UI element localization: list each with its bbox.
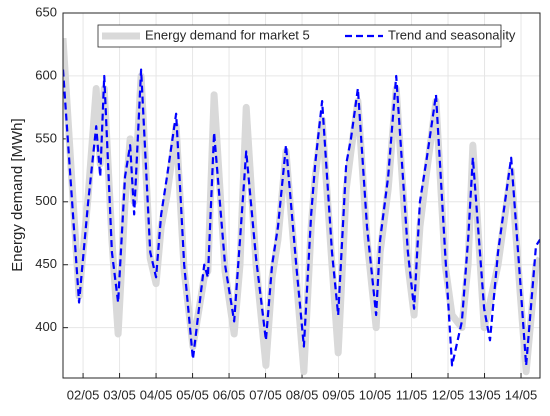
y-axis-label: Energy demand [MWh]	[9, 118, 26, 271]
legend-label: Trend and seasonality	[388, 27, 516, 42]
x-tick-label: 02/05	[67, 387, 100, 402]
legend-box	[97, 24, 502, 48]
y-tick-label: 600	[35, 67, 57, 82]
x-tick-label: 05/05	[176, 387, 209, 402]
plot-frame	[62, 12, 541, 379]
y-tick-label: 550	[35, 130, 57, 145]
y-tick-label: 400	[35, 319, 57, 334]
x-tick-label: 13/05	[468, 387, 501, 402]
y-tick-label: 650	[35, 4, 57, 19]
y-tick-label: 500	[35, 193, 57, 208]
legend-label: Energy demand for market 5	[145, 27, 310, 42]
x-tick-label: 14/05	[505, 387, 538, 402]
x-tick-label: 07/05	[249, 387, 282, 402]
x-tick-label: 06/05	[213, 387, 246, 402]
x-tick-label: 04/05	[140, 387, 173, 402]
x-tick-label: 11/05	[396, 387, 428, 402]
x-tick-label: 09/05	[322, 387, 355, 402]
x-tick-label: 12/05	[432, 387, 465, 402]
series-line	[63, 68, 540, 367]
x-tick-label: 08/05	[286, 387, 319, 402]
x-tick-label: 03/05	[103, 387, 136, 402]
x-tick-label: 10/05	[359, 387, 392, 402]
y-tick-label: 450	[35, 256, 57, 271]
